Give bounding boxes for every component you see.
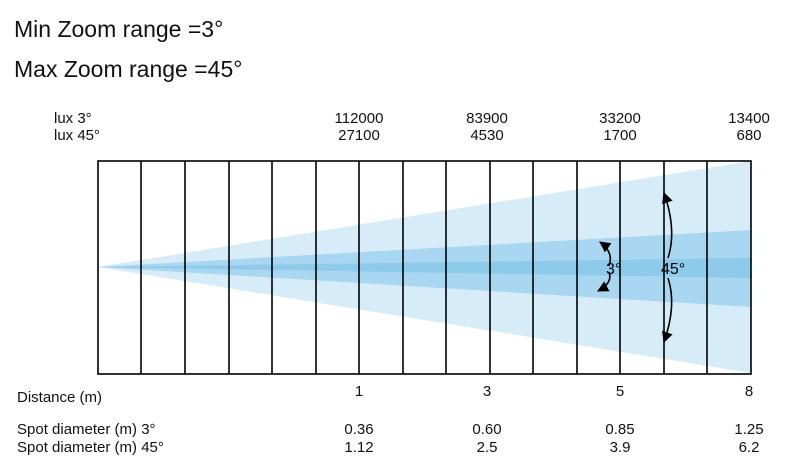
distance-value: 3 — [482, 383, 492, 400]
spot-45-value: 2.5 — [476, 439, 498, 456]
spot-3-value: 0.60 — [472, 421, 502, 438]
wide-angle-label: 45° — [661, 261, 685, 278]
distance-value: 1 — [354, 383, 364, 400]
spot-3-label: Spot diameter (m) 3° — [17, 421, 156, 438]
beam-narrow-cone — [98, 258, 751, 278]
wide-angle-arrow-top — [662, 191, 673, 259]
distance-value: 8 — [744, 383, 754, 400]
lux-3-value: 33200 — [599, 110, 641, 127]
narrow-angle-arrow-bottom — [597, 271, 611, 292]
lux-3-value: 112000 — [334, 110, 384, 127]
min-zoom-heading: Min Zoom range =3° — [14, 16, 224, 42]
narrow-angle-label: 3° — [606, 261, 621, 278]
lux-45-value: 4530 — [470, 127, 504, 144]
spot-45-label: Spot diameter (m) 45° — [17, 439, 164, 456]
spot-3-value: 0.36 — [344, 421, 374, 438]
spot-3-value: 0.85 — [605, 421, 635, 438]
distance-grid — [140, 161, 708, 374]
lux-3-value: 83900 — [466, 110, 508, 127]
wide-angle-arrow-bottom — [662, 277, 673, 344]
narrow-angle-arrow-top — [599, 241, 612, 267]
spot-45-value: 6.2 — [738, 439, 760, 456]
lux-45-value: 680 — [736, 127, 762, 144]
lux-3-value: 13400 — [728, 110, 770, 127]
max-zoom-heading: Max Zoom range =45° — [14, 56, 243, 82]
lux-45-label: lux 45° — [54, 127, 101, 144]
lux-45-value: 1700 — [603, 127, 637, 144]
spot-45-value: 1.12 — [344, 439, 374, 456]
lux-3-label: lux 3° — [54, 110, 92, 127]
lux-45-value: 27100 — [338, 127, 380, 144]
diagram-frame — [97, 160, 752, 375]
distance-value: 5 — [615, 383, 625, 400]
spot-45-value: 3.9 — [609, 439, 631, 456]
spot-3-value: 1.25 — [734, 421, 764, 438]
distance-label: Distance (m) — [17, 389, 103, 406]
